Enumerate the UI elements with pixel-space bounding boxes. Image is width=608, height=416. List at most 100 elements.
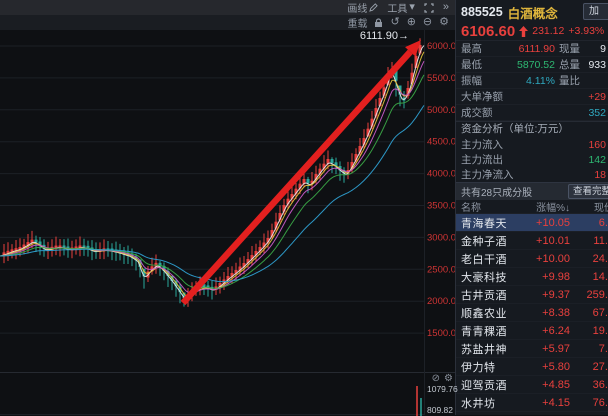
stock-name: 金种子酒 xyxy=(461,235,507,248)
zoom-out-icon: ⊖ xyxy=(422,16,433,28)
stock-change-pct: +5.97 xyxy=(542,342,570,355)
tools-button[interactable]: 工具 ▾ xyxy=(387,0,415,16)
svg-text:3000.00: 3000.00 xyxy=(427,232,455,243)
view-full-list-button[interactable]: 查看完整 xyxy=(567,184,608,199)
stock-change-pct: +10.05 xyxy=(536,216,570,229)
net-inflow-value: 18 xyxy=(594,168,606,181)
table-row[interactable]: 顺鑫农业 +8.38 67.7 xyxy=(456,304,608,322)
stock-name: 迎驾贡酒 xyxy=(461,379,507,392)
stock-name: 老白干酒 xyxy=(461,253,507,266)
stock-change-pct: +8.38 xyxy=(542,306,570,319)
undo-icon: ↺ xyxy=(390,16,400,28)
stock-change-pct: +6.24 xyxy=(542,324,570,337)
turnover-label: 成交额 xyxy=(461,107,493,119)
chart-area: 画线 工具 ▾ » 重载 ↺ ⊕ ⊖ ⚙ 6000.00 5500.00 5000.… xyxy=(0,0,458,416)
table-row[interactable]: 伊力特 +5.80 27.2 xyxy=(456,358,608,376)
table-header: 名称 涨幅%↓ 现价 xyxy=(456,200,608,214)
stat-row-amplitude: 振幅 4.11% 量比 xyxy=(456,73,608,89)
zoom-in-button[interactable]: ⊕ xyxy=(407,17,416,28)
stock-change-pct: +5.80 xyxy=(542,360,570,373)
hide-indicator-icon[interactable]: ⊘ xyxy=(431,373,441,384)
col-header-price[interactable]: 现价 xyxy=(594,203,608,214)
zoom-out-button[interactable]: ⊖ xyxy=(423,17,432,28)
svg-text:5000.00: 5000.00 xyxy=(427,105,455,116)
stock-name: 顺鑫农业 xyxy=(461,307,507,320)
table-row[interactable]: 青海春天 +10.05 6.7 xyxy=(456,214,608,232)
table-row[interactable]: 金种子酒 +10.01 11.9 xyxy=(456,232,608,250)
fund-title: 资金分析（单位:万元） xyxy=(461,123,569,135)
indicator-settings-icon[interactable]: ⚙ xyxy=(444,373,453,384)
stock-name: 水井坊 xyxy=(461,397,496,410)
stock-name: 青青稞酒 xyxy=(461,325,507,338)
table-row[interactable]: 大豪科技 +9.98 14.0 xyxy=(456,268,608,286)
draw-line-label: 画线 xyxy=(347,4,368,15)
stock-change-pct: +9.98 xyxy=(542,270,570,283)
stock-price: 27.2 xyxy=(592,360,608,373)
inflow-value: 160 xyxy=(588,138,606,151)
undo-button[interactable]: ↺ xyxy=(390,17,399,28)
quote-header: 885525 白酒概念 加 xyxy=(456,0,608,22)
stock-table-body: 青海春天 +10.05 6.7 金种子酒 +10.01 11.9 老白干酒 +10.00 24.… xyxy=(456,214,608,415)
stock-name: 大豪科技 xyxy=(461,271,507,284)
big-net-label: 大单净额 xyxy=(461,91,503,103)
stock-price: 36.7 xyxy=(592,378,608,391)
stock-price: 67.7 xyxy=(592,306,608,319)
reload-button[interactable]: 重载 xyxy=(347,15,367,30)
stock-change-pct: +10.00 xyxy=(536,252,570,265)
quote-stats: 最高 6111.90 现量 9 最低 5870.52 总量 933 振幅 4.1… xyxy=(456,40,608,121)
vol-ratio-label: 量比 xyxy=(559,75,580,87)
lock-button[interactable] xyxy=(374,17,383,28)
fund-net-row: 主力净流入 18 xyxy=(456,167,608,182)
svg-text:4500.00: 4500.00 xyxy=(427,137,455,148)
cur-vol-label: 现量 xyxy=(559,43,580,55)
gear-icon: ⚙ xyxy=(439,16,449,28)
fullscreen-icon xyxy=(424,2,434,13)
table-row[interactable]: 古井贡酒 +9.37 259.2 xyxy=(456,286,608,304)
add-watchlist-button[interactable]: 加 xyxy=(583,3,608,20)
candlestick-chart[interactable]: 6000.00 5500.00 5000.00 4500.00 4000.00 3500.… xyxy=(0,0,455,372)
up-arrow-icon xyxy=(519,25,529,37)
fullscreen-button[interactable] xyxy=(424,2,434,13)
stat-row-high: 最高 6111.90 现量 9 xyxy=(456,41,608,57)
stock-name: 伊力特 xyxy=(461,361,496,374)
stat-row-low: 最低 5870.52 总量 933 xyxy=(456,57,608,73)
low-value: 5870.52 xyxy=(517,58,555,71)
subpane-chart xyxy=(0,386,424,416)
cur-vol-value: 9 xyxy=(600,42,606,55)
index-code: 885525 xyxy=(461,5,503,19)
indicator-subpane[interactable]: ⊘ ⚙ 1079.76 809.82 xyxy=(0,372,458,416)
pencil-icon xyxy=(369,3,379,12)
net-inflow-label: 主力净流入 xyxy=(461,169,514,181)
stock-price: 11.9 xyxy=(593,234,608,247)
svg-text:6111.90→: 6111.90→ xyxy=(360,30,409,42)
svg-text:2500.00: 2500.00 xyxy=(427,264,455,275)
svg-text:6000.00: 6000.00 xyxy=(427,41,455,52)
tools-label: 工具 xyxy=(387,4,408,15)
stock-price: 259.2 xyxy=(586,288,608,301)
lock-icon xyxy=(375,17,383,27)
stock-name: 青海春天 xyxy=(461,217,507,230)
chart-toolbar-row1: 画线 工具 ▾ » xyxy=(0,0,455,15)
table-row[interactable]: 苏盐井神 +5.97 7.4 xyxy=(456,340,608,358)
outflow-value: 142 xyxy=(588,153,606,166)
quote-panel: 885525 白酒概念 加 6106.60 231.12 +3.93% 最高 6… xyxy=(455,0,608,415)
settings-button[interactable]: ⚙ xyxy=(439,17,449,28)
col-header-change[interactable]: 涨幅%↓ xyxy=(536,203,570,214)
constituents-count: 共有28只成分股 xyxy=(461,188,533,199)
price-change: 231.12 xyxy=(532,25,565,37)
table-row[interactable]: 青青稞酒 +6.24 19.4 xyxy=(456,322,608,340)
draw-line-button[interactable]: 画线 xyxy=(347,0,379,15)
table-row[interactable]: 水井坊 +4.15 76.0 xyxy=(456,394,608,412)
col-header-name[interactable]: 名称 xyxy=(461,203,481,214)
high-label: 最高 xyxy=(461,43,482,55)
subpane-value-bottom: 809.82 xyxy=(427,405,453,415)
price-change-pct: +3.93% xyxy=(568,25,605,37)
stock-price: 76.0 xyxy=(592,396,608,409)
turnover-value: 352 xyxy=(588,106,606,119)
table-row[interactable]: 迎驾贡酒 +4.85 36.7 xyxy=(456,376,608,394)
more-tools-button[interactable]: » xyxy=(443,2,449,13)
last-price: 6106.60 xyxy=(461,22,516,40)
stock-price: 7.4 xyxy=(598,342,608,355)
subpane-value-top: 1079.76 xyxy=(427,384,458,394)
table-row[interactable]: 老白干酒 +10.00 24.9 xyxy=(456,250,608,268)
